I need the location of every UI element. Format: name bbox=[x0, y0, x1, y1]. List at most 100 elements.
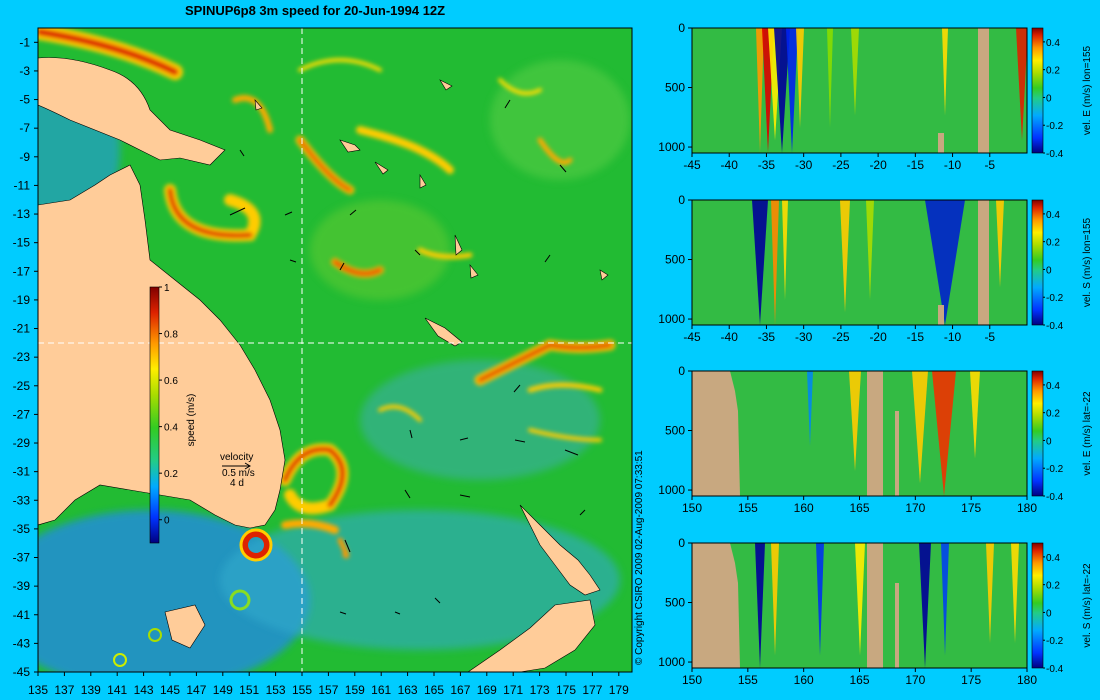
australia bbox=[38, 164, 286, 529]
section-x-tick-label: -10 bbox=[944, 158, 962, 172]
section-colorbar-tick-label: 0.4 bbox=[1046, 38, 1060, 49]
map-y-tick-label: -35 bbox=[13, 522, 31, 536]
speed-colorbar-label: speed (m/s) bbox=[186, 394, 197, 447]
map-frame bbox=[37, 27, 633, 673]
island bbox=[469, 264, 479, 279]
new-caledonia bbox=[424, 317, 463, 347]
section-land bbox=[938, 305, 944, 325]
island bbox=[419, 173, 427, 189]
section-x-tick-label: 170 bbox=[905, 673, 925, 687]
section-streak bbox=[752, 200, 768, 325]
map-x-tick-label: 143 bbox=[134, 683, 154, 697]
section-streak bbox=[970, 371, 980, 459]
map-x-tick-label: 157 bbox=[318, 683, 338, 697]
new-zealand-north bbox=[519, 504, 601, 596]
section-x-tick-label: -15 bbox=[907, 158, 925, 172]
section-panel-3: 150 155 160 165 170 175 180 0 500 1000 0.4 0.2 0 -0.2… bbox=[658, 364, 1093, 515]
section-colorbar-tick-label: -0.4 bbox=[1046, 664, 1064, 675]
section-land bbox=[692, 543, 740, 668]
section-streak bbox=[1016, 28, 1027, 141]
speed-colorbar-tick-label: 0.8 bbox=[164, 330, 178, 341]
map-y-tick-label: -13 bbox=[13, 207, 31, 221]
map-x-tick-label: 139 bbox=[81, 683, 101, 697]
map-x-tick-label: 161 bbox=[371, 683, 391, 697]
section-y-tick-label: 0 bbox=[678, 364, 685, 378]
section-label: vel. E (m/s) lon=155 bbox=[1082, 45, 1093, 135]
section-x-tick-label: 165 bbox=[849, 673, 869, 687]
speed-colorbar-tick-label: 0.6 bbox=[164, 376, 178, 387]
map-y-tick-label: -7 bbox=[19, 121, 30, 135]
section-x-tick-label: 160 bbox=[794, 673, 814, 687]
island bbox=[254, 99, 263, 111]
map-x-tick-label: 163 bbox=[398, 683, 418, 697]
section-panel-1: -45 -40 -35 -30 -25 -20 -15 -10 -5 0 500 1000 0.4 0.2… bbox=[658, 21, 1093, 172]
new-zealand-south bbox=[467, 599, 596, 672]
section-x-tick-label: -35 bbox=[758, 158, 776, 172]
section-x-tick-label: -35 bbox=[758, 330, 776, 344]
map-x-tick-label: 167 bbox=[450, 683, 470, 697]
map-x-tick-label: 135 bbox=[28, 683, 48, 697]
map-y-tick-label: -3 bbox=[19, 64, 30, 78]
map-x-tick-label: 177 bbox=[582, 683, 602, 697]
section-land bbox=[867, 543, 883, 668]
map-y-tick-label: -1 bbox=[19, 35, 30, 49]
speed-colorbar-tick-label: 0.2 bbox=[164, 469, 178, 480]
velocity-key: velocity 0.5 m/s 4 d bbox=[220, 452, 255, 489]
map-y-tick-label: -27 bbox=[13, 407, 31, 421]
section-streak bbox=[866, 200, 874, 300]
speed-colorbar-tick-label: 0.4 bbox=[164, 423, 178, 434]
section-colorbar bbox=[1031, 27, 1044, 154]
section-field bbox=[692, 371, 980, 496]
map-panel: 1 0.8 0.6 0.4 0.2 0 speed (m/s) velocity 0.5 … bbox=[13, 27, 645, 697]
section-colorbar-tick-label: 0.2 bbox=[1046, 581, 1060, 592]
section-x-tick-label: -40 bbox=[721, 158, 739, 172]
map-x-tick-label: 147 bbox=[186, 683, 206, 697]
section-y-tick-label: 0 bbox=[678, 536, 685, 550]
section-panel-4: 150 155 160 165 170 175 180 0 500 1000 0.4 0.2 0 -0.2… bbox=[658, 536, 1093, 687]
section-y-tick-label: 0 bbox=[678, 193, 685, 207]
map-y-tick-label: -43 bbox=[13, 636, 31, 650]
speed-field bbox=[38, 28, 630, 672]
section-x-tick-label: -20 bbox=[869, 158, 887, 172]
section-colorbar-tick-label: -0.2 bbox=[1046, 464, 1064, 475]
section-streak bbox=[756, 28, 764, 153]
landmasses bbox=[38, 57, 609, 672]
section-frame bbox=[691, 199, 1028, 326]
section-streak bbox=[774, 28, 790, 153]
section-x-tick-label: 175 bbox=[961, 501, 981, 515]
section-label: vel. S (m/s) lon=155 bbox=[1082, 217, 1093, 307]
section-colorbar-tick-label: 0 bbox=[1046, 265, 1052, 276]
map-x-tick-label: 179 bbox=[609, 683, 629, 697]
section-x-tick-label: 170 bbox=[905, 501, 925, 515]
section-streak bbox=[855, 543, 865, 656]
section-colorbar-tick-label: -0.2 bbox=[1046, 121, 1064, 132]
section-x-tick-label: 160 bbox=[794, 501, 814, 515]
section-background bbox=[692, 28, 1027, 153]
map-y-tick-label: -45 bbox=[13, 665, 31, 679]
section-x-tick-label: 180 bbox=[1017, 501, 1037, 515]
section-background bbox=[692, 200, 1027, 325]
section-colorbar-tick-label: 0.2 bbox=[1046, 409, 1060, 420]
section-colorbar-tick-label: 0 bbox=[1046, 436, 1052, 447]
velocity-key-speed: 0.5 m/s bbox=[222, 468, 255, 479]
section-y-tick-label: 1000 bbox=[658, 483, 685, 497]
section-y-tick-label: 1000 bbox=[658, 312, 685, 326]
section-streak bbox=[912, 371, 928, 484]
velocity-key-title: velocity bbox=[220, 452, 253, 463]
section-panels: -45 -40 -35 -30 -25 -20 -15 -10 -5 0 500 1000 0.4 0.2… bbox=[658, 21, 1093, 687]
section-y-tick-label: 500 bbox=[665, 424, 685, 438]
section-y-tick-label: 0 bbox=[678, 21, 685, 35]
section-colorbar-tick-label: -0.4 bbox=[1046, 149, 1064, 160]
section-land bbox=[978, 200, 989, 325]
map-x-tick-label: 141 bbox=[107, 683, 127, 697]
map-x-tick-label: 153 bbox=[266, 683, 286, 697]
section-streak bbox=[807, 371, 813, 446]
island bbox=[439, 79, 453, 91]
section-y-tick-label: 1000 bbox=[658, 140, 685, 154]
section-land bbox=[938, 133, 944, 153]
section-streak bbox=[840, 200, 850, 313]
section-streak bbox=[849, 371, 861, 471]
map-x-tick-label: 169 bbox=[477, 683, 497, 697]
section-colorbar bbox=[1031, 542, 1044, 669]
section-x-tick-label: 150 bbox=[682, 673, 702, 687]
